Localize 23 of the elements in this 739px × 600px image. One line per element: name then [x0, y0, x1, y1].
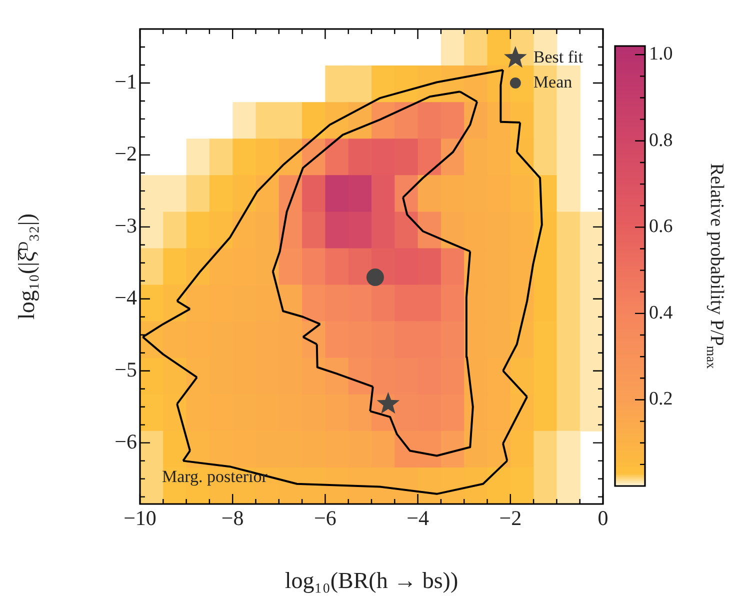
- legend-label: Mean: [533, 72, 573, 92]
- color-bar-label: 0.8: [649, 130, 673, 151]
- color-bar-title: Relative probability P/Pmax: [704, 163, 728, 370]
- x-tick-label: −8: [221, 506, 244, 530]
- color-bar-label: 0.4: [649, 302, 674, 324]
- y-tick-label: −5: [114, 357, 137, 382]
- annotation: Marg. posterior: [162, 467, 268, 486]
- color-bar-label: 0.2: [649, 388, 673, 410]
- legend-label: Best fit: [533, 47, 584, 66]
- y-tick-label: −4: [114, 285, 138, 310]
- y-tick-label: −3: [114, 213, 137, 238]
- x-tick-label: −6: [314, 506, 336, 530]
- color-bar-label: 1.0: [649, 44, 673, 65]
- x-tick-label: −4: [406, 506, 430, 530]
- color-bar-label: 0.6: [649, 216, 673, 238]
- x-axis-title: log₁₀(BR(h → bs)): [284, 568, 458, 594]
- x-tick-label: −2: [499, 506, 522, 530]
- y-tick-label: −6: [114, 429, 137, 454]
- x-tick-label: 0: [598, 506, 608, 530]
- y-tick-label: −1: [114, 69, 137, 94]
- y-tick-label: −2: [114, 141, 137, 166]
- x-tick-label: −10: [124, 506, 156, 530]
- y-axis-title: log₁₀(|ξ̂ᴰ₃₂|): [14, 213, 39, 320]
